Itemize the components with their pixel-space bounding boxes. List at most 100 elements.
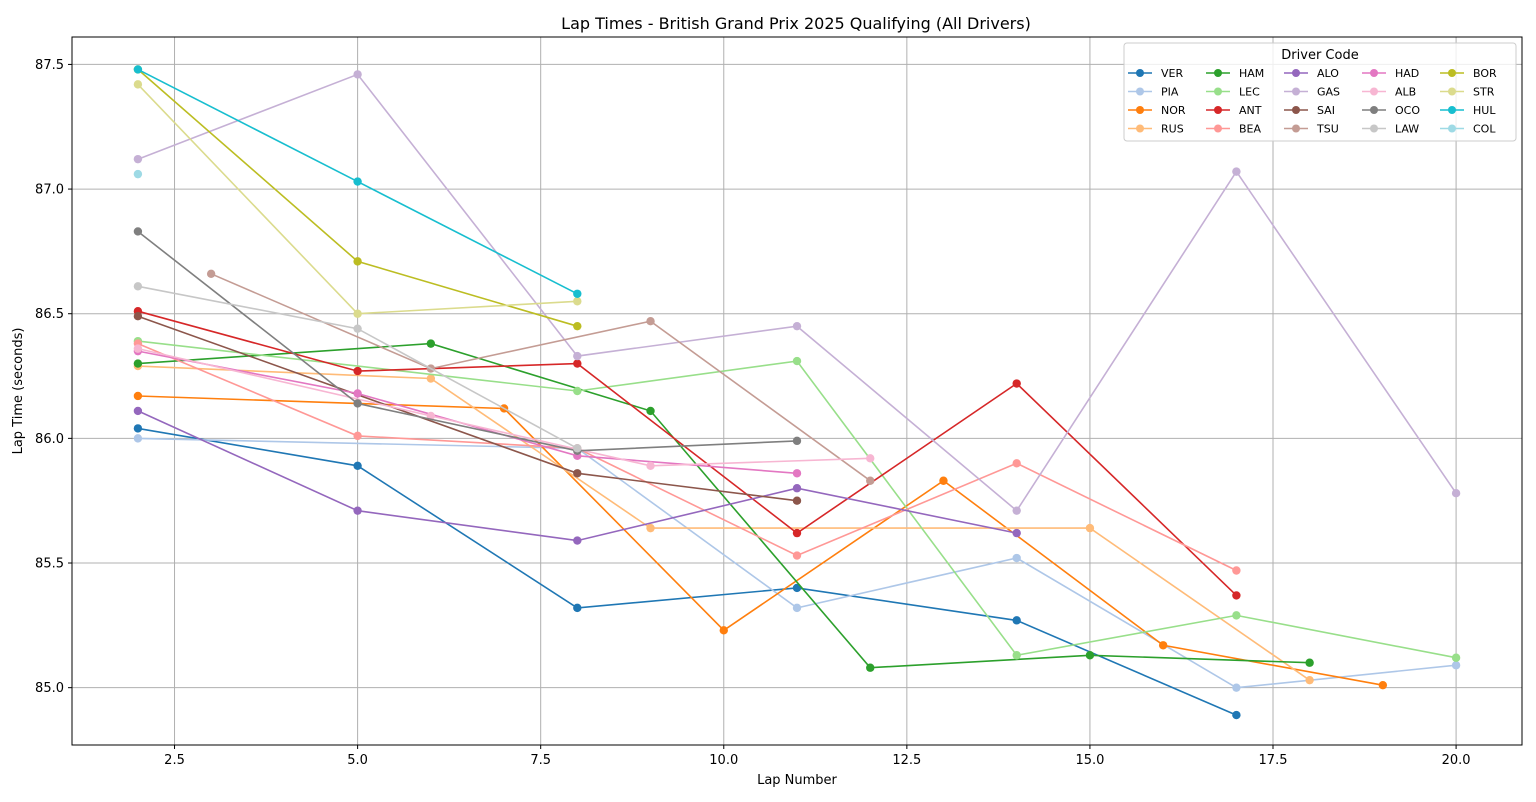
data-point — [1305, 658, 1314, 667]
legend-entry-bor: BOR — [1440, 67, 1497, 80]
legend-label: BOR — [1473, 67, 1497, 80]
legend-swatch-marker — [1448, 124, 1456, 133]
x-tick-label: 15.0 — [1075, 753, 1104, 768]
data-point — [573, 359, 582, 368]
series-nor — [133, 391, 1388, 690]
data-point — [1232, 611, 1241, 620]
x-tick-label: 10.0 — [709, 753, 738, 768]
x-tick-label: 20.0 — [1442, 753, 1471, 768]
legend-label: GAS — [1317, 86, 1340, 99]
series-law — [133, 282, 582, 453]
legend-title: Driver Code — [1281, 48, 1358, 63]
x-ticks: 2.5 5.0 7.5 10.0 12.5 15.0 17.5 20.0 — [164, 745, 1471, 768]
data-point — [133, 424, 143, 433]
data-point — [353, 399, 362, 408]
data-point — [133, 406, 143, 416]
data-point — [353, 461, 362, 470]
data-point — [133, 80, 143, 89]
data-point — [792, 469, 802, 478]
data-point — [573, 386, 582, 396]
legend-entry-ver: VER — [1128, 67, 1183, 80]
legend-box — [1123, 42, 1517, 142]
legend-label: VER — [1161, 67, 1183, 80]
series-gas — [133, 70, 1461, 515]
legend-swatch-marker — [1448, 87, 1456, 96]
y-tick-label: 85.0 — [35, 681, 64, 696]
legend-label: PIA — [1161, 86, 1179, 99]
x-axis-label: Lap Number — [757, 773, 837, 788]
data-point — [792, 321, 802, 331]
legend-entry-pia: PIA — [1128, 86, 1179, 99]
legend-entry-nor: NOR — [1128, 104, 1186, 117]
legend-entry-oco: OCO — [1362, 104, 1420, 117]
legend-entry-sai: SAI — [1284, 104, 1335, 117]
data-point — [792, 496, 802, 505]
legend-swatch-marker — [1136, 69, 1144, 77]
x-tick-label: 2.5 — [164, 753, 185, 768]
series-alb — [133, 344, 875, 470]
legend-swatch-marker — [1370, 124, 1378, 133]
legend-label: OCO — [1395, 104, 1420, 117]
data-point — [573, 321, 582, 331]
data-point — [133, 344, 143, 353]
legend-entry-hul: HUL — [1440, 104, 1496, 117]
x-tick-label: 12.5 — [892, 753, 921, 768]
data-point — [133, 65, 143, 74]
data-point — [1305, 675, 1314, 685]
data-point — [1012, 528, 1021, 538]
data-point — [353, 70, 362, 79]
x-tick-label: 7.5 — [530, 753, 551, 768]
data-point — [573, 289, 582, 298]
series-hul — [133, 65, 582, 298]
legend-swatch-marker — [1214, 87, 1222, 96]
legend-entry-bea: BEA — [1206, 123, 1261, 136]
data-point — [719, 626, 728, 635]
data-point — [573, 297, 582, 306]
legend-swatch-marker — [1136, 124, 1144, 133]
legend-entry-ant: ANT — [1206, 104, 1262, 117]
data-point — [792, 484, 802, 493]
series-lines — [133, 65, 1461, 720]
legend-swatch-marker — [1214, 106, 1222, 114]
data-point — [1232, 683, 1241, 692]
y-tick-label: 86.0 — [35, 432, 64, 447]
data-point — [1085, 651, 1095, 660]
data-point — [1012, 553, 1021, 563]
legend-label: HUL — [1473, 104, 1496, 117]
series-line — [137, 395, 1384, 686]
legend-entry-alb: ALB — [1362, 86, 1416, 99]
legend-label: SAI — [1317, 104, 1335, 117]
y-tick-label: 87.5 — [35, 58, 64, 73]
series-line — [137, 427, 1237, 716]
legend-label: BEA — [1239, 123, 1261, 136]
data-point — [792, 603, 802, 613]
data-point — [206, 269, 216, 279]
data-point — [792, 583, 802, 593]
data-point — [1232, 591, 1241, 600]
legend-entry-law: LAW — [1362, 123, 1419, 136]
data-point — [353, 257, 362, 266]
legend: Driver Code VER PIA NOR RUS HAM LEC ANT BEA ALO G… — [1123, 42, 1517, 142]
legend-entries: VER PIA NOR RUS HAM LEC ANT BEA ALO GAS SAI TSU HAD A… — [1128, 67, 1497, 136]
data-point — [1012, 616, 1021, 625]
legend-swatch-marker — [1214, 69, 1222, 77]
legend-swatch-marker — [1370, 106, 1378, 114]
data-point — [353, 431, 362, 441]
data-point — [573, 444, 582, 453]
data-point — [353, 366, 362, 376]
data-point — [1451, 653, 1461, 662]
y-ticks: 85.0 85.5 86.0 86.5 87.0 87.5 — [35, 58, 72, 696]
data-point — [353, 506, 362, 515]
y-tick-label: 86.5 — [35, 307, 64, 322]
data-point — [1012, 379, 1021, 388]
legend-entry-gas: GAS — [1284, 86, 1340, 99]
data-point — [1158, 641, 1168, 650]
legend-entry-alo: ALO — [1284, 67, 1339, 80]
data-point — [646, 461, 655, 470]
series-line — [137, 230, 798, 452]
legend-swatch-marker — [1448, 106, 1456, 114]
legend-label: COL — [1473, 123, 1496, 136]
data-point — [426, 339, 436, 348]
legend-entry-tsu: TSU — [1284, 123, 1339, 136]
data-point — [133, 154, 143, 164]
